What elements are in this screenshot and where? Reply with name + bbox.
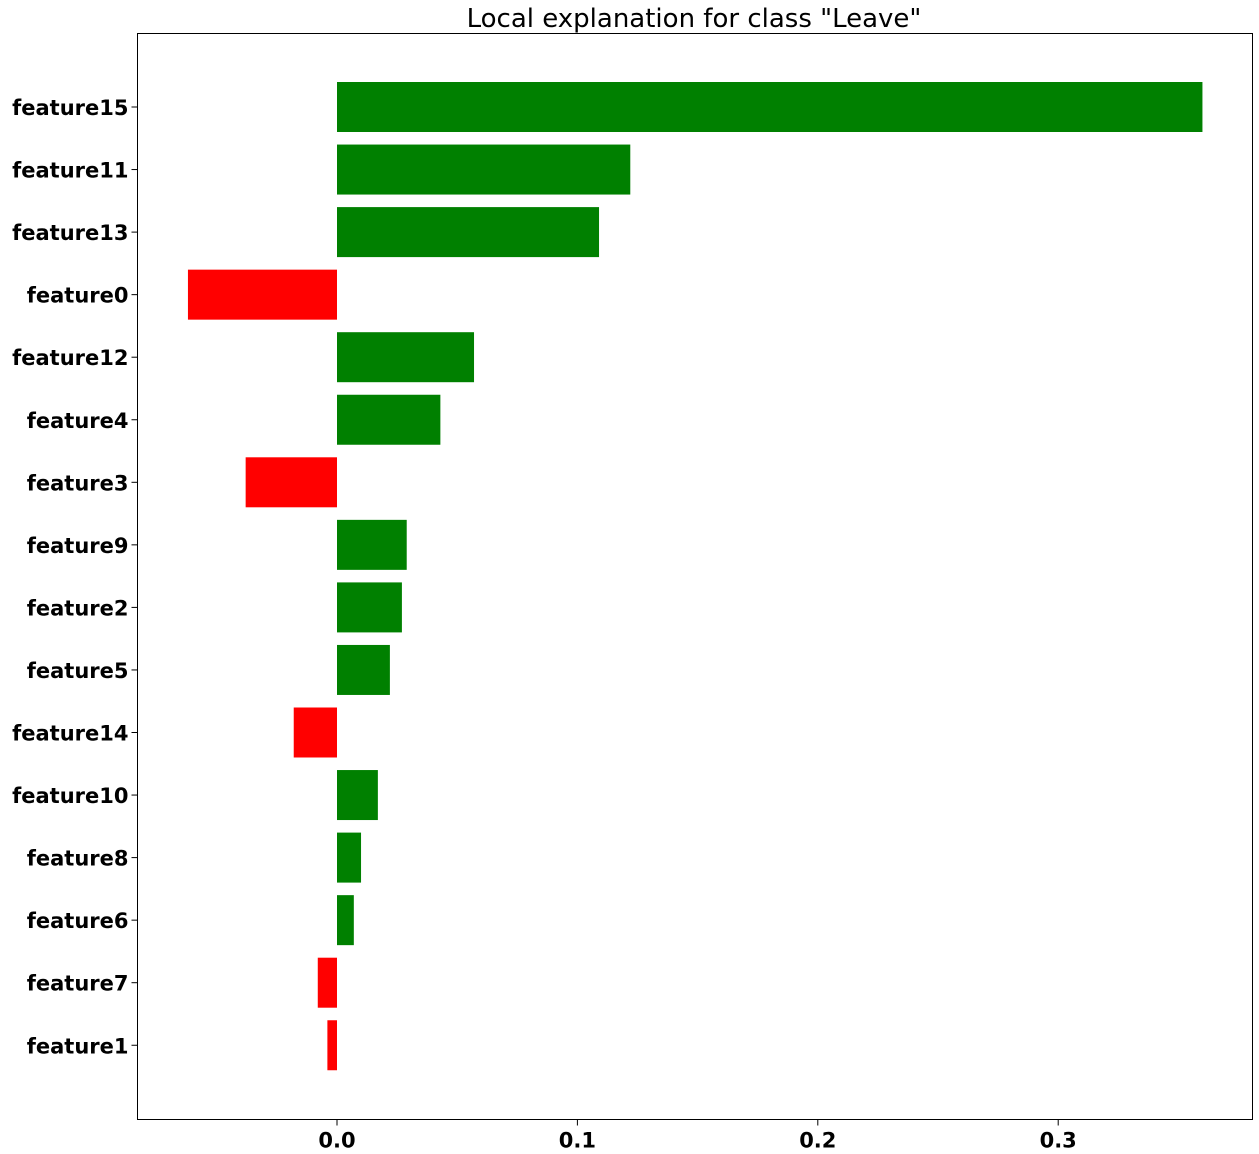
- y-tick-label: feature5: [27, 659, 129, 683]
- y-tick-label: feature6: [27, 909, 129, 933]
- y-tick-label: feature3: [27, 471, 129, 495]
- y-axis: feature15 feature11 feature13 feature0 featu…: [12, 96, 138, 1058]
- y-tick-label: feature9: [27, 534, 129, 558]
- bar-feature9: [337, 519, 407, 570]
- y-tick-label: feature12: [12, 346, 128, 370]
- bar-feature5: [337, 644, 390, 695]
- bar-feature14: [293, 707, 337, 758]
- bar-feature6: [337, 895, 354, 946]
- y-tick-label: feature14: [12, 722, 128, 746]
- x-tick-label: 0.0: [318, 1129, 355, 1153]
- bar-feature4: [337, 394, 441, 445]
- y-tick-label: feature0: [27, 284, 129, 308]
- y-tick-label: feature11: [12, 159, 128, 183]
- chart-title: Local explanation for class "Leave": [467, 4, 922, 34]
- x-tick-label: 0.3: [1040, 1129, 1077, 1153]
- bar-feature15: [337, 82, 1203, 132]
- bar-feature10: [337, 770, 378, 821]
- bar-feature13: [337, 207, 600, 258]
- bars-group: [187, 82, 1203, 1071]
- bar-feature12: [337, 332, 475, 383]
- bar-feature2: [337, 582, 402, 633]
- bar-feature0: [187, 269, 337, 320]
- bar-feature7: [317, 957, 337, 1008]
- y-tick-label: feature10: [12, 784, 128, 808]
- y-tick-label: feature8: [27, 847, 129, 871]
- y-tick-label: feature13: [12, 221, 128, 245]
- bar-feature11: [337, 144, 631, 195]
- bar-feature8: [337, 832, 362, 883]
- y-tick-label: feature4: [27, 409, 129, 433]
- y-tick-label: feature1: [27, 1034, 129, 1058]
- bar-feature3: [245, 457, 337, 508]
- bar-feature1: [327, 1020, 337, 1071]
- plot-frame: [137, 33, 1253, 1120]
- x-tick-label: 0.1: [559, 1129, 596, 1153]
- x-tick-label: 0.2: [799, 1129, 836, 1153]
- y-tick-label: feature2: [27, 596, 129, 620]
- y-tick-label: feature15: [12, 96, 128, 120]
- x-axis: 0.0 0.1 0.2 0.3: [318, 1119, 1077, 1153]
- y-tick-label: feature7: [27, 972, 129, 996]
